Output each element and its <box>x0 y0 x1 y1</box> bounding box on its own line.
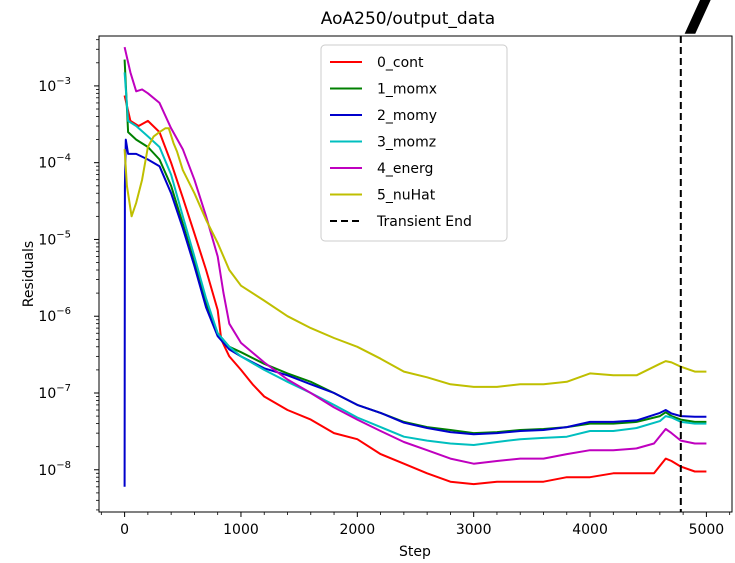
y-axis-label: Residuals <box>21 241 37 307</box>
chart-title: AoA250/output_data <box>321 9 495 29</box>
x-axis-label: Step <box>399 544 431 560</box>
x-tick-label-3: 3000 <box>456 522 492 538</box>
legend: 0_cont 1_momx 2_momy 3_momz 4_energ 5_nuHat Tr… <box>320 44 508 242</box>
plot-frame <box>98 35 733 513</box>
legend-box <box>320 44 508 242</box>
y-tick-label-1: 10−7 <box>38 383 71 402</box>
legend-label-5: 5_nuHat <box>377 188 436 204</box>
x-tick-label-4: 4000 <box>572 522 608 538</box>
series-line-2 <box>123 138 707 487</box>
y-tick-label-0: 10−8 <box>38 460 71 479</box>
legend-label-1: 1_momx <box>377 82 437 98</box>
y-axis: 10−8 10−7 10−6 10−5 10−4 10−3 <box>38 39 99 511</box>
legend-label-2: 2_momy <box>377 108 437 124</box>
series-line-0 <box>123 95 707 486</box>
series-line-5 <box>123 127 707 388</box>
legend-label-3: 3_momz <box>377 135 436 151</box>
legend-label-6: Transient End <box>376 214 472 230</box>
x-axis: 0 1000 2000 3000 4000 5000 <box>100 512 731 538</box>
x-tick-label-0: 0 <box>120 522 129 538</box>
corner-glyph: 7 <box>676 0 716 48</box>
y-tick-label-3: 10−5 <box>38 229 71 248</box>
legend-label-4: 4_energ <box>377 161 433 177</box>
x-tick-label-2: 2000 <box>339 522 375 538</box>
y-tick-label-2: 10−6 <box>38 306 71 325</box>
legend-label-0: 0_cont <box>377 55 424 71</box>
y-tick-label-4: 10−4 <box>38 153 71 172</box>
y-tick-label-5: 10−3 <box>38 76 71 95</box>
series-line-3 <box>123 72 707 446</box>
series-layer <box>123 46 707 487</box>
x-tick-label-1: 1000 <box>223 522 259 538</box>
series-line-4 <box>123 46 707 465</box>
x-tick-label-5: 5000 <box>689 522 725 538</box>
